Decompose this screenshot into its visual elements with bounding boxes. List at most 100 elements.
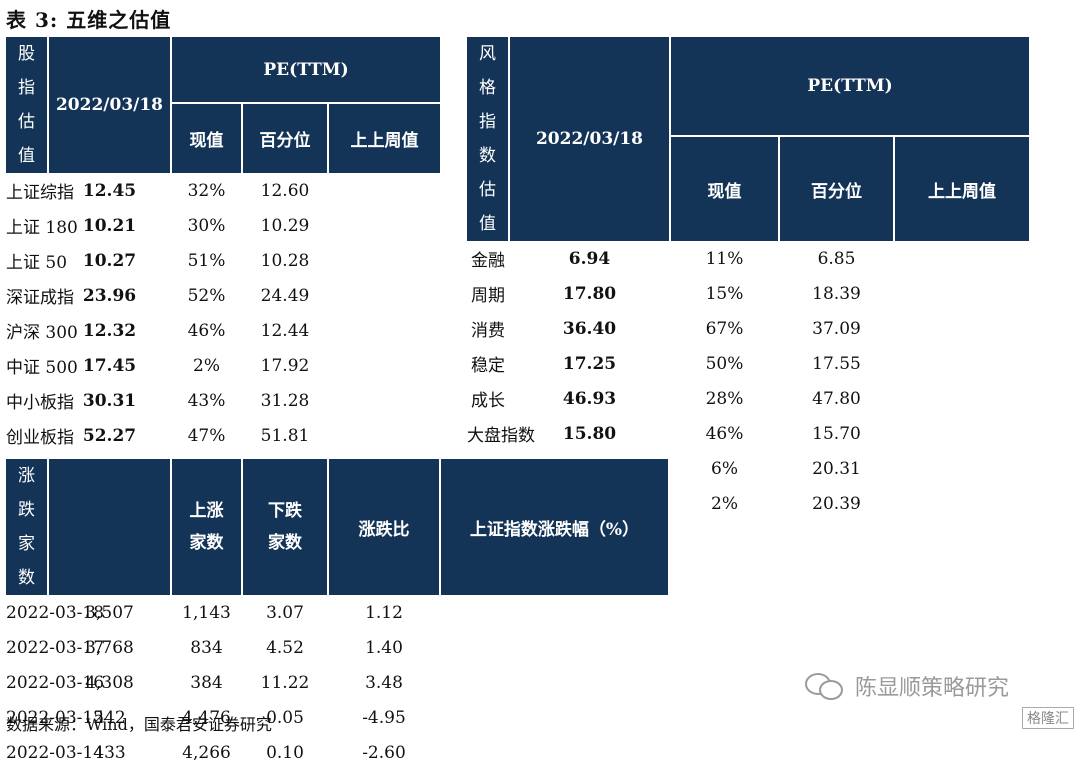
side-char: 数 (479, 146, 496, 166)
style-side-label: 风格指数估值 (467, 37, 509, 241)
side-char: 估 (479, 180, 496, 200)
breadth-side-label: 涨跌家数 (6, 459, 48, 595)
row-prev: 12.60 (260, 180, 310, 201)
row-date: 2022-03-16 (6, 672, 105, 693)
row-current: 36.40 (562, 318, 617, 339)
style-valuation-table: 风格指数估值 2022/03/18 PE(TTM) 现值 百分位 上上周值 金融… (467, 37, 1029, 521)
row-name: 大盘指数 (467, 426, 535, 446)
row-name: 上证综指 (6, 183, 74, 203)
row-percentile: 32% (187, 180, 226, 201)
breadth-col-down-line2: 家数 (268, 533, 302, 553)
row-up-count: 3,768 (85, 637, 134, 658)
row-date: 2022-03-14 (6, 742, 105, 763)
row-current: 10.27 (82, 250, 137, 271)
row-current: 17.25 (562, 353, 617, 374)
row-date: 2022-03-17 (6, 637, 105, 658)
row-prev: 24.49 (260, 285, 310, 306)
table-row: 2022-03-16 4,308 384 11.22 3.48 (6, 665, 668, 700)
row-ratio: 3.07 (266, 602, 304, 623)
row-prev: 12.44 (260, 320, 310, 341)
row-down-count: 4,476 (182, 707, 231, 728)
row-prev: 31.28 (260, 390, 310, 411)
row-prev: 10.29 (260, 215, 310, 236)
row-up-count: 4,308 (85, 672, 134, 693)
row-prev: 47.80 (812, 388, 861, 409)
row-change: 1.40 (365, 637, 403, 658)
row-current: 17.45 (82, 355, 137, 376)
row-name: 金融 (471, 251, 505, 271)
row-percentile: 43% (187, 390, 226, 411)
row-percentile: 6% (711, 458, 738, 479)
breadth-col-ratio: 涨跌比 (327, 459, 440, 595)
row-ratio: 0.10 (266, 742, 304, 763)
row-percentile: 2% (711, 493, 738, 514)
table-row: 2022-03-15 242 4,476 0.05 -4.95 (6, 700, 668, 735)
row-name: 创业板指 (6, 428, 74, 448)
row-name: 上证 50 (6, 253, 68, 273)
side-char: 家 (18, 534, 35, 554)
row-current: 46.93 (562, 388, 617, 409)
row-date: 2022-03-18 (6, 602, 105, 623)
table-row: 中证 500 17.45 2% 17.92 (6, 348, 440, 383)
breadth-corner-header (47, 459, 171, 595)
table-row: 2022-03-18 3,507 1,143 3.07 1.12 (6, 595, 668, 630)
row-prev: 6.85 (817, 248, 856, 269)
row-down-count: 1,143 (182, 602, 231, 623)
watermark: 陈显顺策略研究 (805, 670, 1009, 702)
row-percentile: 47% (187, 425, 226, 446)
row-percentile: 67% (705, 318, 744, 339)
table-row: 沪深 300 12.32 46% 12.44 (6, 313, 440, 348)
side-char: 值 (479, 214, 496, 234)
side-char: 格 (479, 78, 496, 98)
table-row: 深证成指 23.96 52% 24.49 (6, 278, 440, 313)
row-name: 周期 (471, 286, 505, 306)
row-down-count: 834 (190, 637, 223, 658)
index-pe-header: PE(TTM) (170, 37, 440, 104)
row-name: 稳定 (471, 356, 505, 376)
row-current: 12.45 (82, 180, 137, 201)
table-row: 上证 180 10.21 30% 10.29 (6, 208, 440, 243)
row-ratio: 0.05 (266, 707, 304, 728)
index-valuation-table: 股指估值 2022/03/18 PE(TTM) 现值 百分位 上上周值 上证综指… (6, 37, 440, 523)
row-current: 30.31 (82, 390, 137, 411)
table-row: 2022-03-14 433 4,266 0.10 -2.60 (6, 735, 668, 770)
index-date-header: 2022/03/18 (47, 37, 171, 173)
watermark-text: 陈显顺策略研究 (855, 676, 1010, 701)
row-name: 沪深 300 (6, 323, 78, 343)
row-prev: 18.39 (812, 283, 861, 304)
row-down-count: 4,266 (182, 742, 231, 763)
row-name: 深证成指 (6, 288, 74, 308)
row-percentile: 46% (705, 423, 744, 444)
row-prev: 20.31 (812, 458, 861, 479)
row-current: 23.96 (82, 285, 137, 306)
side-char: 涨 (18, 466, 35, 486)
row-name: 中证 500 (6, 358, 78, 378)
row-percentile: 30% (187, 215, 226, 236)
breadth-col-up-line2: 家数 (189, 533, 224, 553)
index-col-current: 现值 (170, 103, 242, 173)
row-percentile: 28% (705, 388, 744, 409)
breadth-col-up: 上涨 家数 (170, 459, 242, 595)
style-col-current: 现值 (669, 136, 779, 241)
table-row: 2022-03-17 3,768 834 4.52 1.40 (6, 630, 668, 665)
side-char: 指 (479, 112, 496, 132)
row-change: 1.12 (365, 602, 403, 623)
row-prev: 17.55 (812, 353, 861, 374)
row-name: 消费 (471, 321, 505, 341)
breadth-col-change: 上证指数涨跌幅（%） (439, 459, 668, 595)
side-char: 跌 (18, 500, 35, 520)
style-col-prev: 上上周值 (893, 136, 1029, 241)
row-percentile: 50% (705, 353, 744, 374)
row-ratio: 11.22 (260, 672, 310, 693)
row-current: 10.21 (82, 215, 137, 236)
row-name: 中小板指 (6, 393, 74, 413)
row-ratio: 4.52 (266, 637, 304, 658)
row-current: 17.80 (562, 283, 617, 304)
side-char: 指 (18, 78, 35, 98)
source-note: 数据来源：Wind，国泰君安证券研究 (6, 715, 272, 734)
side-char: 值 (18, 146, 35, 166)
breadth-table: 涨跌家数 上涨 家数 下跌 家数 涨跌比 上证指数涨跌幅（%） 2022-03-… (6, 459, 668, 770)
table-row: 创业板指 52.27 47% 51.81 (6, 418, 440, 453)
index-col-percentile: 百分位 (241, 103, 328, 173)
table-row: 上证 50 10.27 51% 10.28 (6, 243, 440, 278)
